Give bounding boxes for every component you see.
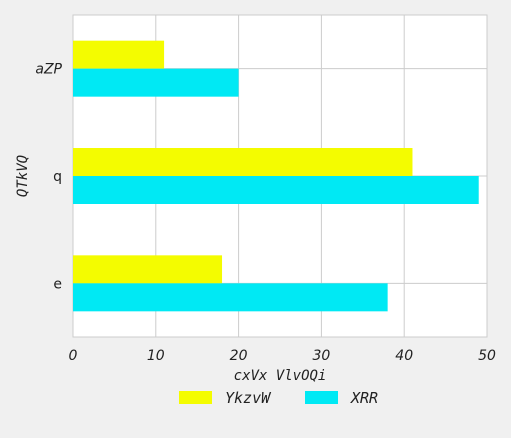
bar-xrr-q [73, 176, 479, 204]
legend-swatch-xrr [305, 391, 338, 404]
x-tick-label: 40 [395, 348, 413, 364]
y-tick-label: q [53, 169, 62, 185]
bar-ykzvw-e [73, 255, 223, 284]
bar-xrr-azp [73, 68, 239, 97]
legend-swatch-ykzvw [179, 391, 212, 404]
x-tick-label: 50 [478, 348, 496, 364]
legend-label-xrr: XRR [350, 389, 378, 407]
bars [73, 40, 479, 312]
x-tick-labels: 0 10 20 30 40 50 [69, 348, 496, 364]
legend: YkzvW XRR [179, 389, 378, 407]
x-tick-label: 20 [230, 348, 248, 364]
y-tick-label: e [53, 276, 62, 292]
y-tick-labels: aZP q e [35, 62, 62, 293]
y-axis-label: QTkVQ [15, 155, 31, 197]
bar-ykzvw-q [73, 148, 413, 176]
y-tick-label: aZP [35, 62, 62, 78]
x-tick-label: 10 [147, 348, 165, 364]
x-axis-label: cxVx VlvOQi [234, 368, 327, 384]
x-tick-label: 30 [312, 348, 330, 364]
x-tick-label: 0 [69, 348, 78, 364]
bar-xrr-e [73, 283, 388, 312]
legend-label-ykzvw: YkzvW [225, 389, 272, 407]
bar-ykzvw-azp [73, 40, 165, 69]
